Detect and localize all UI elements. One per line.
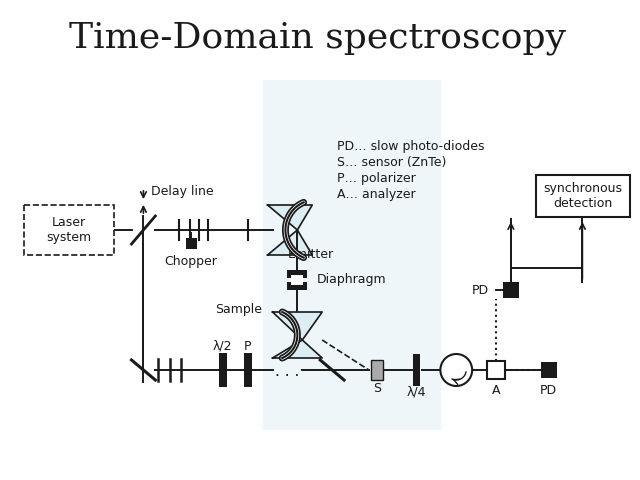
Text: PD… slow photo-diodes: PD… slow photo-diodes bbox=[337, 140, 484, 153]
Text: A… analyzer: A… analyzer bbox=[337, 188, 416, 201]
Bar bbox=[287, 270, 307, 278]
Polygon shape bbox=[268, 205, 312, 230]
Text: Delay line: Delay line bbox=[152, 185, 214, 199]
Bar bbox=[503, 282, 519, 298]
Bar bbox=[541, 362, 557, 378]
Text: Laser
system: Laser system bbox=[46, 216, 92, 244]
Circle shape bbox=[440, 354, 472, 386]
Text: A: A bbox=[492, 384, 500, 396]
Bar bbox=[413, 354, 419, 386]
Text: S: S bbox=[373, 382, 381, 395]
Text: λ/4: λ/4 bbox=[407, 385, 426, 398]
Bar bbox=[219, 353, 227, 387]
Bar bbox=[24, 205, 114, 255]
Text: Sample: Sample bbox=[216, 303, 262, 316]
Text: Emitter: Emitter bbox=[287, 248, 333, 261]
Text: . . .: . . . bbox=[275, 364, 300, 380]
Bar bbox=[186, 238, 197, 249]
Text: P… polarizer: P… polarizer bbox=[337, 172, 416, 185]
Bar bbox=[287, 282, 307, 290]
Text: λ/2: λ/2 bbox=[213, 339, 232, 352]
Polygon shape bbox=[268, 230, 312, 255]
Text: S… sensor (ZnTe): S… sensor (ZnTe) bbox=[337, 156, 447, 169]
Polygon shape bbox=[273, 312, 322, 340]
Bar bbox=[487, 361, 505, 379]
Text: Chopper: Chopper bbox=[164, 255, 218, 268]
Polygon shape bbox=[273, 340, 322, 358]
Text: Time-Domain spectroscopy: Time-Domain spectroscopy bbox=[68, 21, 566, 55]
Text: P: P bbox=[244, 339, 252, 352]
Text: PD: PD bbox=[472, 284, 489, 297]
Text: synchronous
detection: synchronous detection bbox=[543, 182, 622, 210]
Bar bbox=[371, 360, 383, 380]
Bar bbox=[292, 276, 302, 284]
Bar bbox=[244, 353, 252, 387]
Text: PD: PD bbox=[540, 384, 557, 396]
Polygon shape bbox=[262, 80, 442, 430]
Bar bbox=[536, 175, 630, 217]
Text: Diaphragm: Diaphragm bbox=[317, 274, 387, 287]
